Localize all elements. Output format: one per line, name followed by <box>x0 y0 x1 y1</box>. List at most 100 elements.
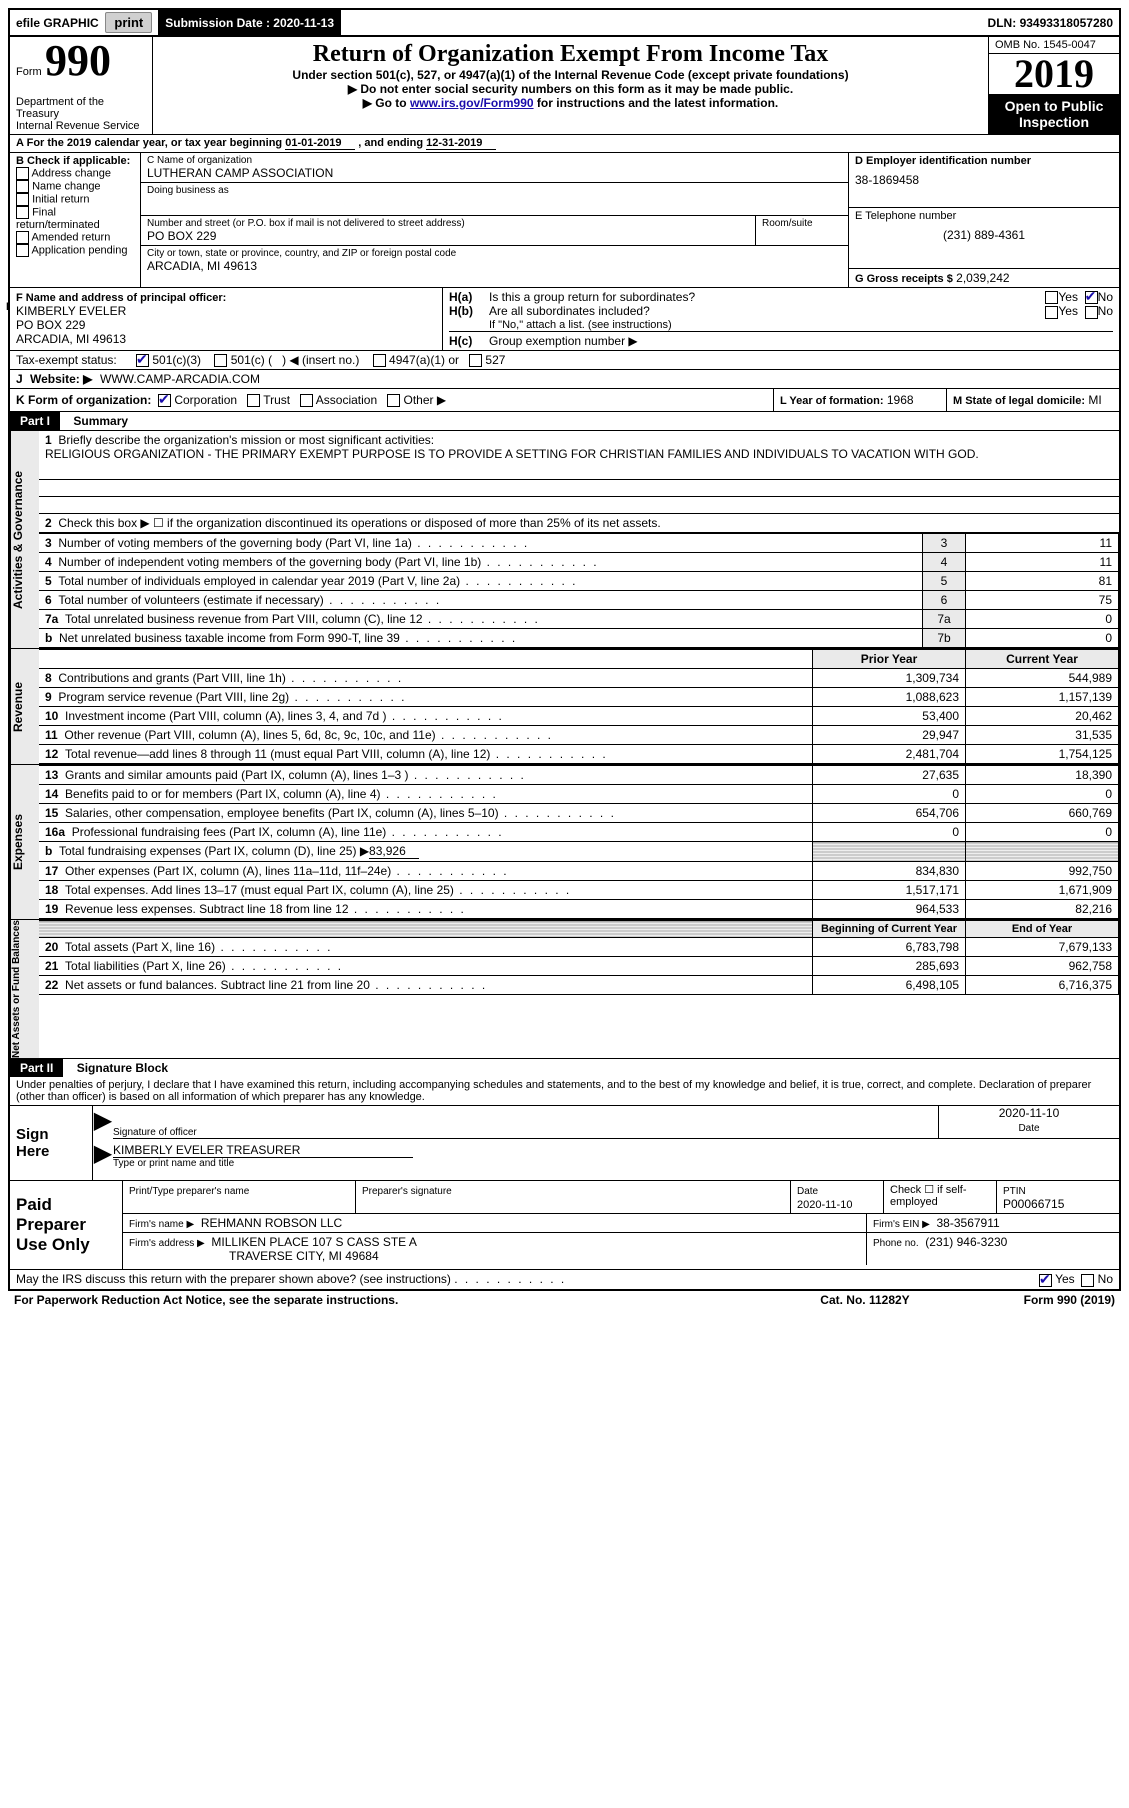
sig-date-value: 2020-11-10 <box>939 1106 1119 1120</box>
firm-addr-label: Firm's address ▶ <box>129 1238 205 1249</box>
discuss-no-box[interactable] <box>1081 1274 1094 1287</box>
rev-table: Prior Year Current Year 8 Contributions … <box>39 649 1119 764</box>
footer-right: Form 990 (2019) <box>965 1293 1115 1307</box>
hb-no-box[interactable] <box>1085 306 1098 319</box>
right-info: D Employer identification number 38-1869… <box>849 153 1119 287</box>
ha-label: H(a) <box>449 290 489 304</box>
header-block: Form 990 Department of the Treasury Inte… <box>10 37 1119 135</box>
phone-value: (231) 889-4361 <box>855 222 1113 242</box>
firm-ein-label: Firm's EIN ▶ <box>873 1219 930 1230</box>
preparer-date-value: 2020-11-10 <box>797 1199 852 1211</box>
form990-link[interactable]: www.irs.gov/Form990 <box>410 96 534 110</box>
f-h-block: F Name and address of principal officer:… <box>10 288 1119 351</box>
org-name: LUTHERAN CAMP ASSOCIATION <box>147 166 842 180</box>
ha-no-box[interactable] <box>1085 291 1098 304</box>
checkbox-amended[interactable] <box>16 231 29 244</box>
table-row: 8 Contributions and grants (Part VIII, l… <box>39 669 1119 688</box>
footer-left: For Paperwork Reduction Act Notice, see … <box>14 1293 765 1307</box>
city-label: City or town, state or province, country… <box>147 248 842 259</box>
part1-label: Part I <box>10 412 60 430</box>
box-b-label: B Check if applicable: <box>16 155 134 167</box>
discuss-text: May the IRS discuss this return with the… <box>16 1272 451 1286</box>
print-button[interactable]: print <box>105 12 152 33</box>
part1-header: Part I Summary <box>10 412 1119 431</box>
part2-header: Part II Signature Block <box>10 1058 1119 1077</box>
right-header: OMB No. 1545-0047 2019 Open to PublicIns… <box>988 37 1119 134</box>
preparer-date-label: Date <box>797 1186 818 1197</box>
k-corp-box[interactable] <box>158 394 171 407</box>
net-table: Beginning of Current Year End of Year 20… <box>39 920 1119 995</box>
sig-officer-label: Signature of officer <box>113 1127 197 1138</box>
tax-year: 2019 <box>989 54 1119 94</box>
declaration-text: Under penalties of perjury, I declare th… <box>10 1077 1119 1106</box>
discuss-yes-box[interactable] <box>1039 1274 1052 1287</box>
gross-value: 2,039,242 <box>956 271 1009 285</box>
efile-label: efile GRAPHIC print <box>10 10 159 35</box>
b-item: Address change <box>16 167 134 180</box>
topbar: efile GRAPHIC print Submission Date : 20… <box>10 10 1119 37</box>
hb-yes-box[interactable] <box>1045 306 1058 319</box>
table-row: 17 Other expenses (Part IX, column (A), … <box>39 862 1119 881</box>
checkbox-initial[interactable] <box>16 193 29 206</box>
footer: For Paperwork Reduction Act Notice, see … <box>8 1291 1121 1309</box>
discuss-row: May the IRS discuss this return with the… <box>10 1270 1119 1288</box>
sig-arrow-icon: ▶ <box>93 1106 113 1139</box>
table-row: 6 Total number of volunteers (estimate i… <box>39 591 1119 610</box>
addr-label: Number and street (or P.O. box if mail i… <box>147 218 749 229</box>
i-527-box[interactable] <box>469 354 482 367</box>
sig-date-label: Date <box>1018 1123 1039 1134</box>
subtitle3: ▶ Go to www.irs.gov/Form990 for instruct… <box>163 96 978 110</box>
begin-year-header: Beginning of Current Year <box>813 921 966 938</box>
k-trust-box[interactable] <box>247 394 260 407</box>
part2-label: Part II <box>10 1059 63 1077</box>
m-label: M State of legal domicile: <box>953 395 1085 407</box>
b-item: Initial return <box>16 193 134 206</box>
officer-addr1: PO BOX 229 <box>16 318 85 332</box>
ptin-value: P00066715 <box>1003 1197 1064 1211</box>
side-expenses: Expenses <box>10 765 39 919</box>
c-name-label: C Name of organization <box>147 155 842 166</box>
table-row: 4 Number of independent voting members o… <box>39 553 1119 572</box>
i-501c-box[interactable] <box>214 354 227 367</box>
box-c: C Name of organization LUTHERAN CAMP ASS… <box>141 153 849 287</box>
firm-addr1: MILLIKEN PLACE 107 S CASS STE A <box>211 1235 416 1249</box>
k-other-box[interactable] <box>387 394 400 407</box>
table-row: 14 Benefits paid to or for members (Part… <box>39 785 1119 804</box>
k-assoc-box[interactable] <box>300 394 313 407</box>
side-netassets: Net Assets or Fund Balances <box>10 920 39 1058</box>
firm-phone-label: Phone no. <box>873 1238 919 1249</box>
table-row: 16a Professional fundraising fees (Part … <box>39 823 1119 842</box>
firm-addr2: TRAVERSE CITY, MI 49684 <box>129 1249 379 1263</box>
ha-text: Is this a group return for subordinates? <box>489 290 1045 304</box>
table-row: 9 Program service revenue (Part VIII, li… <box>39 688 1119 707</box>
open-inspection: Open to PublicInspection <box>989 94 1119 134</box>
ha-yes-box[interactable] <box>1045 291 1058 304</box>
officer-name-title: KIMBERLY EVELER TREASURER <box>113 1143 413 1158</box>
efile-text: efile <box>16 16 40 30</box>
f-label: F Name and address of principal officer: <box>16 292 226 304</box>
topbar-spacer <box>341 10 982 35</box>
box-h: H(a) Is this a group return for subordin… <box>443 288 1119 350</box>
firm-name-label: Firm's name ▶ <box>129 1219 194 1230</box>
b-item: Amended return <box>16 231 134 244</box>
submission-cell: Submission Date : 2020-11-13 <box>159 10 341 35</box>
checkbox-final[interactable] <box>16 206 29 219</box>
i-501c3-box[interactable] <box>136 354 149 367</box>
checkbox-pending[interactable] <box>16 244 29 257</box>
paid-preparer-block: Paid Preparer Use Only Print/Type prepar… <box>10 1181 1119 1270</box>
table-row: 5 Total number of individuals employed i… <box>39 572 1119 591</box>
checkbox-addr[interactable] <box>16 167 29 180</box>
end-year-header: End of Year <box>966 921 1119 938</box>
website-value: WWW.CAMP-ARCADIA.COM <box>100 372 260 386</box>
checkbox-name[interactable] <box>16 180 29 193</box>
box-b: B Check if applicable: Address change Na… <box>10 153 141 287</box>
firm-ein-value: 38-3567911 <box>937 1216 1000 1230</box>
subtitle2: ▶ Do not enter social security numbers o… <box>163 82 978 96</box>
hc-label: H(c) <box>449 334 489 348</box>
ein-value: 38-1869458 <box>855 167 1113 187</box>
period-line: A For the 2019 calendar year, or tax yea… <box>10 135 1119 153</box>
hb-label: H(b) <box>449 304 489 318</box>
paid-preparer-label: Paid Preparer Use Only <box>10 1181 123 1269</box>
i-4947-box[interactable] <box>373 354 386 367</box>
current-year-header: Current Year <box>966 650 1119 669</box>
